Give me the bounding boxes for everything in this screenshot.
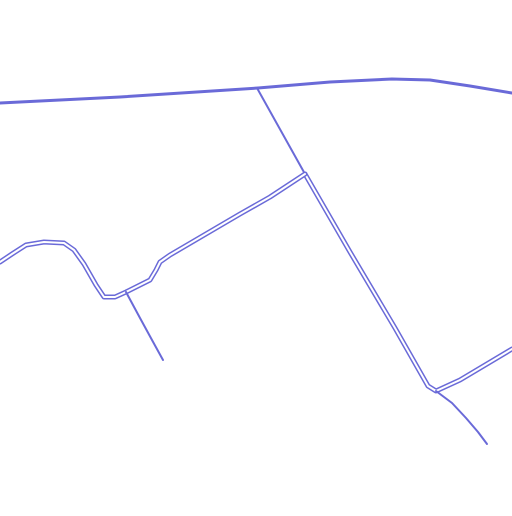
- road-long-diagonal: [302, 171, 512, 394]
- road-south-spur: [125, 291, 164, 361]
- road-left-winding: [0, 171, 308, 300]
- road-north-south-connector: [256, 87, 306, 175]
- road-southeast-spur: [435, 390, 488, 445]
- road-top-arterial: [0, 77, 512, 105]
- road-left-winding-fill: [0, 173, 306, 298]
- road-long-diagonal-fill: [304, 173, 512, 392]
